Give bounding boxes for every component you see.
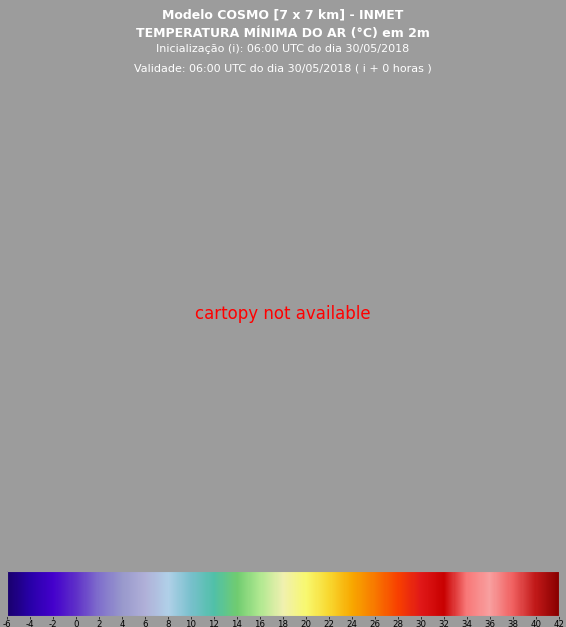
Text: Inicialização (i): 06:00 UTC do dia 30/05/2018: Inicialização (i): 06:00 UTC do dia 30/0… [156,45,410,55]
Text: Modelo COSMO [7 x 7 km] - INMET: Modelo COSMO [7 x 7 km] - INMET [162,9,404,22]
Text: Validade: 06:00 UTC do dia 30/05/2018 ( i + 0 horas ): Validade: 06:00 UTC do dia 30/05/2018 ( … [134,63,432,73]
Text: cartopy not available: cartopy not available [195,305,371,323]
Text: TEMPERATURA MÍNIMA DO AR (°C) em 2m: TEMPERATURA MÍNIMA DO AR (°C) em 2m [136,26,430,40]
